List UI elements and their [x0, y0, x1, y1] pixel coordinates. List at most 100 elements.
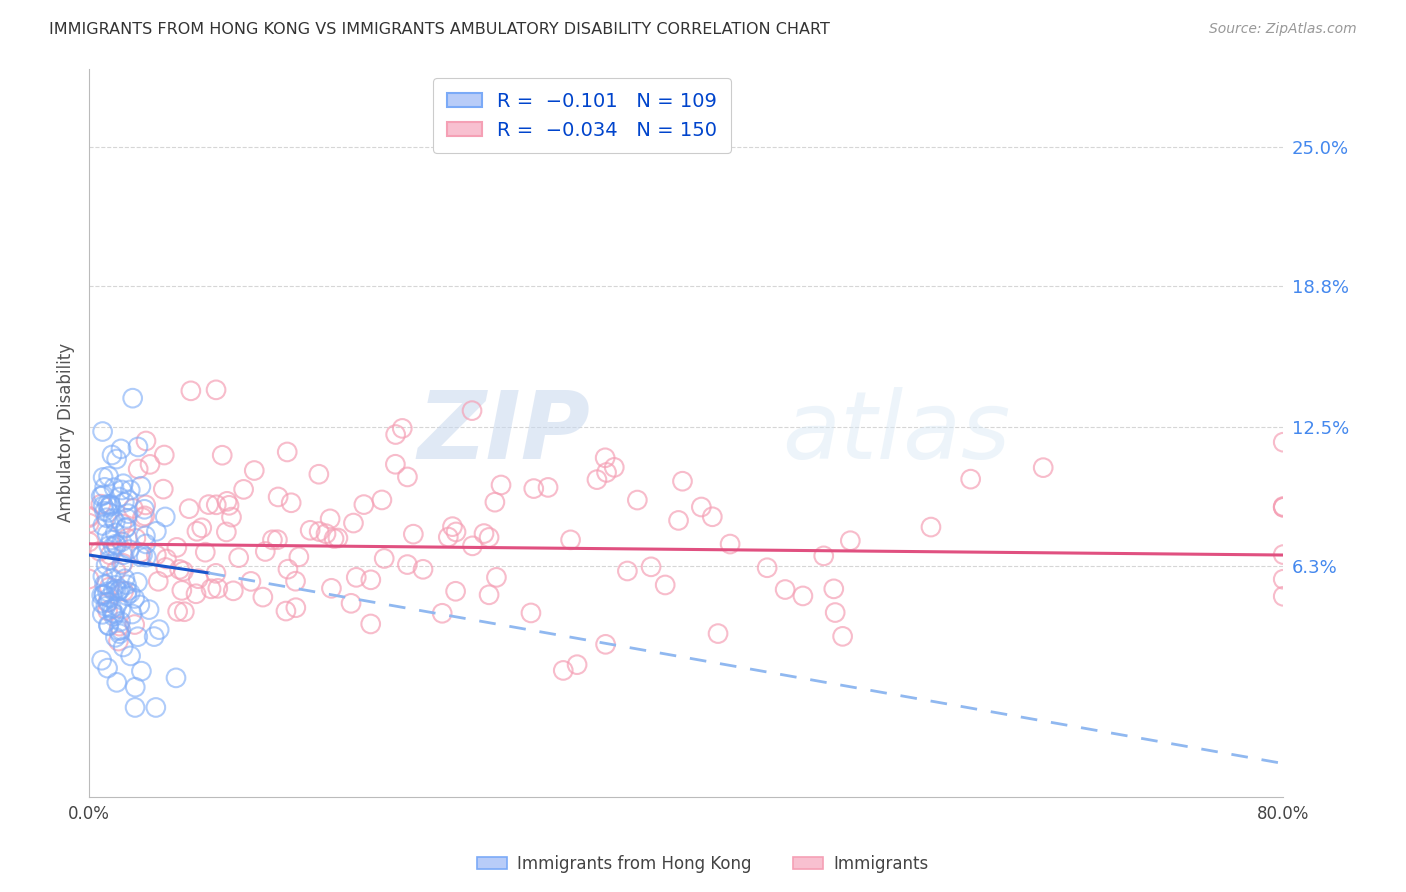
Point [110, 615, 132, 629]
Point [111, 548, 134, 562]
Point [96, 577, 118, 591]
Point [342, 516, 364, 530]
Point [98, 553, 121, 567]
Point [96, 498, 118, 512]
Point [97, 506, 120, 520]
Point [101, 448, 124, 462]
Point [77, 572, 100, 586]
Point [1272, 548, 1295, 562]
Point [122, 501, 145, 516]
Point [284, 574, 307, 589]
Point [360, 573, 382, 587]
Point [319, 512, 342, 526]
Point [111, 516, 134, 531]
Point [1272, 435, 1295, 450]
Point [107, 624, 129, 638]
Point [1272, 500, 1295, 515]
Point [276, 445, 298, 459]
Point [200, 582, 222, 596]
Point [690, 500, 713, 514]
Point [98, 500, 121, 514]
Point [441, 519, 464, 533]
Point [274, 604, 297, 618]
Point [321, 582, 343, 596]
Point [127, 462, 149, 476]
Point [105, 599, 128, 614]
Point [155, 560, 177, 574]
Point [112, 495, 135, 509]
Point [152, 482, 174, 496]
Point [105, 675, 128, 690]
Point [267, 490, 290, 504]
Point [110, 582, 132, 597]
Point [239, 574, 262, 589]
Point [205, 498, 228, 512]
Point [103, 481, 125, 495]
Point [104, 631, 127, 645]
Point [1272, 500, 1295, 515]
Point [173, 605, 195, 619]
Point [77, 510, 100, 524]
Point [117, 531, 139, 545]
Point [221, 510, 243, 524]
Point [100, 533, 122, 547]
Text: atlas: atlas [782, 387, 1010, 478]
Point [315, 526, 337, 541]
Point [97, 619, 120, 633]
Point [129, 479, 152, 493]
Point [117, 507, 139, 521]
Point [215, 524, 238, 539]
Point [169, 562, 191, 576]
Point [93, 588, 115, 602]
Point [110, 442, 132, 456]
Point [553, 664, 575, 678]
Point [565, 657, 588, 672]
Point [89, 544, 111, 558]
Point [792, 589, 814, 603]
Point [100, 499, 122, 513]
Point [97, 539, 120, 553]
Point [432, 607, 454, 621]
Point [824, 606, 846, 620]
Point [461, 403, 484, 417]
Point [129, 549, 152, 564]
Point [215, 494, 238, 508]
Point [262, 533, 284, 547]
Point [165, 671, 187, 685]
Text: Source: ZipAtlas.com: Source: ZipAtlas.com [1209, 22, 1357, 37]
Point [103, 609, 125, 624]
Point [586, 473, 609, 487]
Point [77, 535, 100, 549]
Text: IMMIGRANTS FROM HONG KONG VS IMMIGRANTS AMBULATORY DISABILITY CORRELATION CHART: IMMIGRANTS FROM HONG KONG VS IMMIGRANTS … [49, 22, 830, 37]
Point [180, 384, 202, 398]
Point [1272, 500, 1295, 514]
Point [108, 619, 131, 633]
Point [205, 566, 228, 581]
Point [115, 589, 138, 603]
Point [444, 524, 467, 539]
Point [626, 493, 648, 508]
Point [155, 510, 177, 524]
Point [100, 572, 122, 586]
Point [595, 637, 617, 651]
Legend: Immigrants from Hong Kong, Immigrants: Immigrants from Hong Kong, Immigrants [471, 848, 935, 880]
Point [756, 560, 779, 574]
Point [91, 499, 114, 513]
Point [112, 476, 135, 491]
Point [120, 586, 142, 600]
Point [252, 590, 274, 604]
Point [131, 548, 153, 562]
Point [91, 607, 114, 622]
Point [326, 531, 349, 545]
Point [135, 537, 157, 551]
Point [91, 470, 114, 484]
Point [396, 470, 419, 484]
Point [959, 472, 981, 486]
Point [560, 533, 582, 547]
Point [444, 584, 467, 599]
Point [121, 391, 143, 405]
Point [344, 570, 367, 584]
Point [124, 700, 146, 714]
Point [129, 545, 152, 559]
Point [299, 524, 322, 538]
